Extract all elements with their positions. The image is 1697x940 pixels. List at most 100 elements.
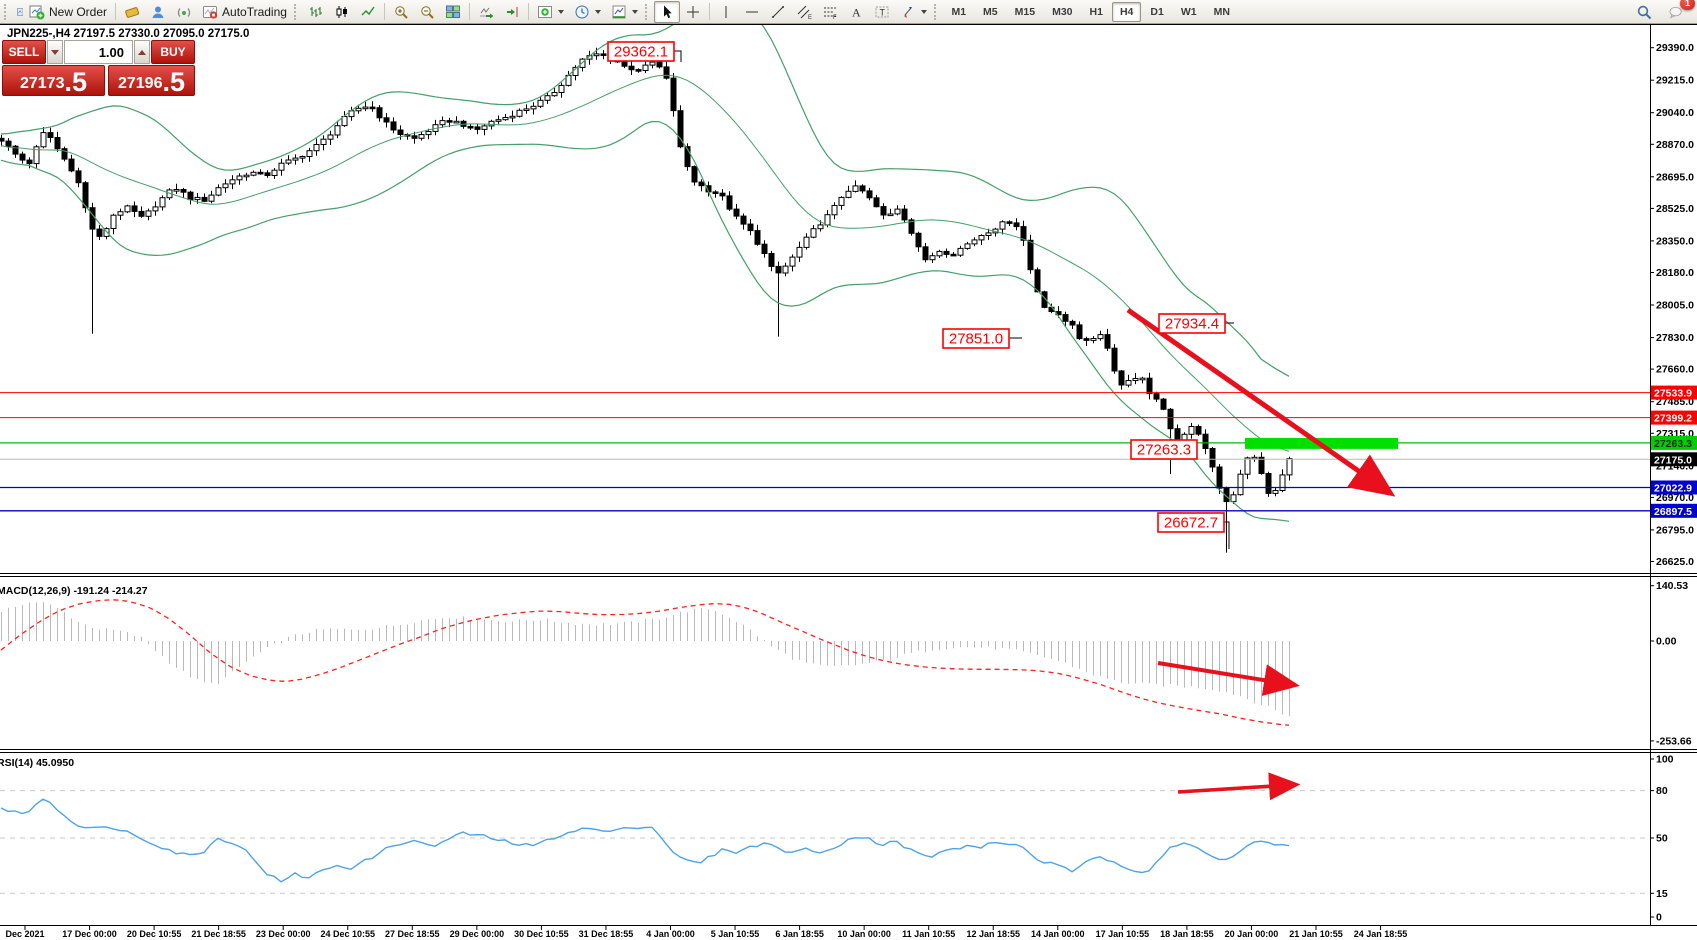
zoom-in-icon	[395, 5, 408, 19]
tile-windows-button[interactable]	[440, 1, 466, 23]
clipped-window-icon[interactable]	[13, 1, 24, 23]
price-axis-label: 28870.0	[1656, 139, 1694, 151]
text-label-tool-button[interactable]: T	[869, 1, 895, 23]
price-annotation[interactable]: 27263.3	[1130, 439, 1198, 460]
price-annotation[interactable]: 29362.1	[607, 41, 682, 62]
macd-axis-label: 140.53	[1656, 580, 1688, 592]
toolbar-grip[interactable]	[644, 3, 650, 20]
rsi-axis-label: 15	[1656, 888, 1668, 900]
price-badge	[1651, 435, 1697, 450]
indicators-button[interactable]	[532, 1, 569, 23]
toolbar-right-group: 1	[1631, 0, 1695, 23]
vertical-line-tool-button[interactable]	[713, 1, 739, 23]
sell-price-button[interactable]: 27173.5	[2, 65, 105, 96]
zoom-in-button[interactable]	[388, 1, 414, 23]
arrows-tool-button[interactable]	[895, 1, 932, 23]
trendline-tool-button[interactable]	[765, 1, 791, 23]
timeframe-button-w1[interactable]: W1	[1180, 5, 1197, 18]
bar-chart-icon	[309, 6, 322, 17]
buy-price-pip: .5	[162, 66, 186, 97]
sell-button[interactable]: SELL	[2, 40, 46, 64]
volume-decrease-button[interactable]	[47, 40, 63, 64]
indicators-icon	[537, 5, 552, 18]
auto-scroll-button[interactable]	[473, 1, 499, 23]
horizontal-line-tool-button[interactable]	[739, 1, 765, 23]
price-axis[interactable]: 29390.0 29215.0 29040.0 28870.0 28695.0 28525…	[1650, 42, 1697, 924]
price-axis-label: 29215.0	[1656, 75, 1694, 87]
time-axis-label: 31 Dec 18:55	[579, 929, 634, 939]
search-button[interactable]	[1631, 1, 1657, 23]
zoom-out-icon	[421, 5, 434, 19]
cursor-tool-button[interactable]	[653, 0, 680, 23]
dropdown-caret-icon	[920, 9, 927, 14]
time-axis[interactable]: Dec 2021 17 Dec 00:00 20 Dec 10:55 21 Dec 1…	[5, 926, 1407, 939]
decrease-arrow-icon	[51, 49, 59, 55]
fibonacci-icon: F	[823, 7, 837, 20]
toolbar-grip[interactable]	[293, 3, 299, 20]
price-badge-label: 27399.2	[1654, 413, 1692, 425]
autotrading-button[interactable]: AutoTrading	[197, 1, 292, 23]
timeframe-button-m5[interactable]: M5	[983, 5, 998, 18]
profile-icon	[152, 6, 164, 18]
arrow-objects-icon	[903, 6, 912, 18]
candlestick-series	[0, 47, 1293, 553]
tile-windows-icon	[445, 5, 460, 18]
bollinger-lower-band	[0, 120, 1290, 522]
timeframe-button-h1[interactable]: H1	[1089, 5, 1103, 18]
toolbar-grip[interactable]	[4, 3, 9, 20]
zoom-out-button[interactable]	[414, 1, 440, 23]
bar-chart-mode-button[interactable]	[303, 1, 329, 23]
chat-button[interactable]: 1	[1663, 0, 1695, 23]
fibonacci-tool-button[interactable]: F	[817, 1, 843, 23]
downtrend-arrow[interactable]	[1126, 307, 1396, 497]
signals-icon	[177, 7, 191, 17]
price-axis-label: 28180.0	[1656, 267, 1694, 279]
wallet-button[interactable]	[119, 1, 145, 23]
timeframe-button-m15[interactable]: M15	[1014, 5, 1036, 18]
price-badge-label: 27022.9	[1654, 483, 1692, 495]
crosshair-tool-button[interactable]	[680, 1, 706, 23]
time-axis-label: 6 Jan 18:55	[775, 929, 824, 939]
macd-histogram	[1, 602, 1290, 717]
candlestick-mode-button[interactable]	[329, 1, 355, 23]
svg-text:27851.0: 27851.0	[949, 331, 1003, 348]
dropdown-caret-icon	[557, 9, 564, 14]
macd-trend-arrow[interactable]	[1157, 661, 1300, 696]
periods-button[interactable]	[569, 1, 606, 23]
price-annotation[interactable]: 26672.7	[1157, 512, 1230, 549]
timeframe-button-m1[interactable]: M1	[951, 5, 967, 18]
buy-price-button[interactable]: 27196.5	[108, 65, 195, 96]
timeframe-button-mn[interactable]: MN	[1213, 5, 1230, 18]
profile-button[interactable]	[145, 1, 171, 23]
price-annotation[interactable]: 27851.0	[942, 328, 1022, 349]
buy-button[interactable]: BUY	[151, 40, 195, 64]
timeframe-button-h4[interactable]: H4	[1112, 1, 1141, 22]
price-annotation[interactable]: 27934.4	[1158, 313, 1234, 334]
auto-scroll-icon	[479, 7, 494, 18]
price-axis-label: 28005.0	[1656, 300, 1694, 312]
timeframe-button-m30[interactable]: M30	[1052, 5, 1073, 18]
text-tool-button[interactable]: A	[843, 1, 869, 23]
chart-window-icon	[17, 7, 23, 16]
equidistant-channel-tool-button[interactable]: E	[791, 1, 817, 23]
rsi-trend-arrow[interactable]	[1177, 772, 1301, 801]
time-axis-label: 12 Jan 18:55	[966, 929, 1020, 939]
volume-input[interactable]: 1.00	[64, 40, 133, 64]
svg-text:F: F	[833, 15, 837, 20]
line-chart-mode-button[interactable]	[355, 1, 381, 23]
new-order-button[interactable]: New Order	[24, 1, 112, 23]
time-axis-label: 21 Jan 10:55	[1289, 929, 1343, 939]
price-axis-label: 26625.0	[1656, 556, 1694, 568]
price-badge-label: 26897.5	[1654, 506, 1692, 518]
chart-shift-button[interactable]	[499, 1, 525, 23]
timeframe-button-d1[interactable]: D1	[1150, 5, 1164, 18]
signals-button[interactable]	[171, 1, 197, 23]
time-axis-label: 4 Jan 00:00	[646, 929, 695, 939]
candlestick-icon	[336, 5, 347, 18]
templates-button[interactable]	[606, 1, 643, 23]
svg-text:29362.1: 29362.1	[614, 44, 668, 61]
toolbar-grip[interactable]	[933, 3, 939, 20]
volume-increase-button[interactable]	[134, 40, 150, 64]
